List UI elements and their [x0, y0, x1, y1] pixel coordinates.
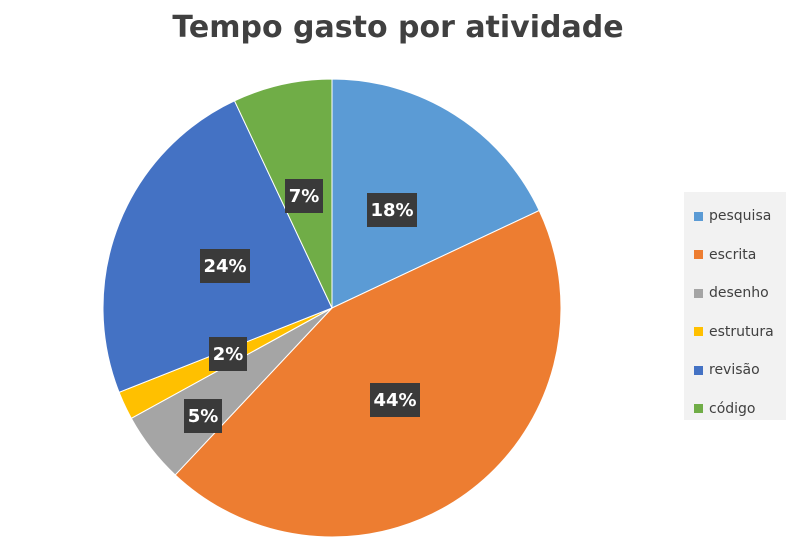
chart-title: Tempo gasto por atividade	[172, 10, 624, 45]
data-label-escrita: 44%	[370, 383, 420, 417]
legend: pesquisa escrita desenho estrutura revisão có…	[684, 192, 786, 420]
pie-slice-código	[233, 78, 333, 309]
pie-slice-pesquisa	[331, 78, 540, 309]
legend-label: código	[709, 400, 756, 417]
pie-slice-revisão	[102, 100, 333, 393]
data-label-estrutura: 2%	[209, 337, 247, 371]
svg-text:44%: 44%	[373, 390, 416, 411]
data-label-código: 7%	[285, 179, 323, 213]
legend-label: desenho	[709, 285, 769, 301]
svg-text:5%: 5%	[188, 406, 219, 427]
legend-label: estrutura	[709, 323, 774, 340]
legend-swatch	[694, 404, 703, 413]
data-label-revisão: 24%	[200, 249, 250, 283]
svg-text:24%: 24%	[203, 256, 246, 277]
pie-slice-escrita	[174, 209, 562, 538]
data-label-pesquisa: 18%	[367, 193, 417, 227]
svg-text:7%: 7%	[289, 186, 320, 207]
legend-item-escrita: escrita	[694, 245, 756, 265]
legend-label: revisão	[709, 362, 760, 378]
legend-item-desenho: desenho	[694, 283, 769, 303]
legend-swatch	[694, 327, 703, 336]
legend-item-revisão: revisão	[694, 360, 760, 380]
svg-text:18%: 18%	[370, 200, 413, 221]
legend-label: pesquisa	[709, 208, 772, 224]
legend-item-pesquisa: pesquisa	[694, 206, 771, 226]
legend-swatch	[694, 211, 703, 221]
legend-swatch	[694, 288, 703, 298]
svg-text:2%: 2%	[213, 344, 244, 365]
legend-swatch	[694, 250, 703, 259]
legend-label: escrita	[709, 246, 757, 263]
legend-item-código: código	[694, 399, 756, 419]
legend-item-estrutura: estrutura	[694, 322, 774, 342]
legend-swatch	[694, 365, 703, 375]
data-label-desenho: 5%	[184, 399, 222, 433]
